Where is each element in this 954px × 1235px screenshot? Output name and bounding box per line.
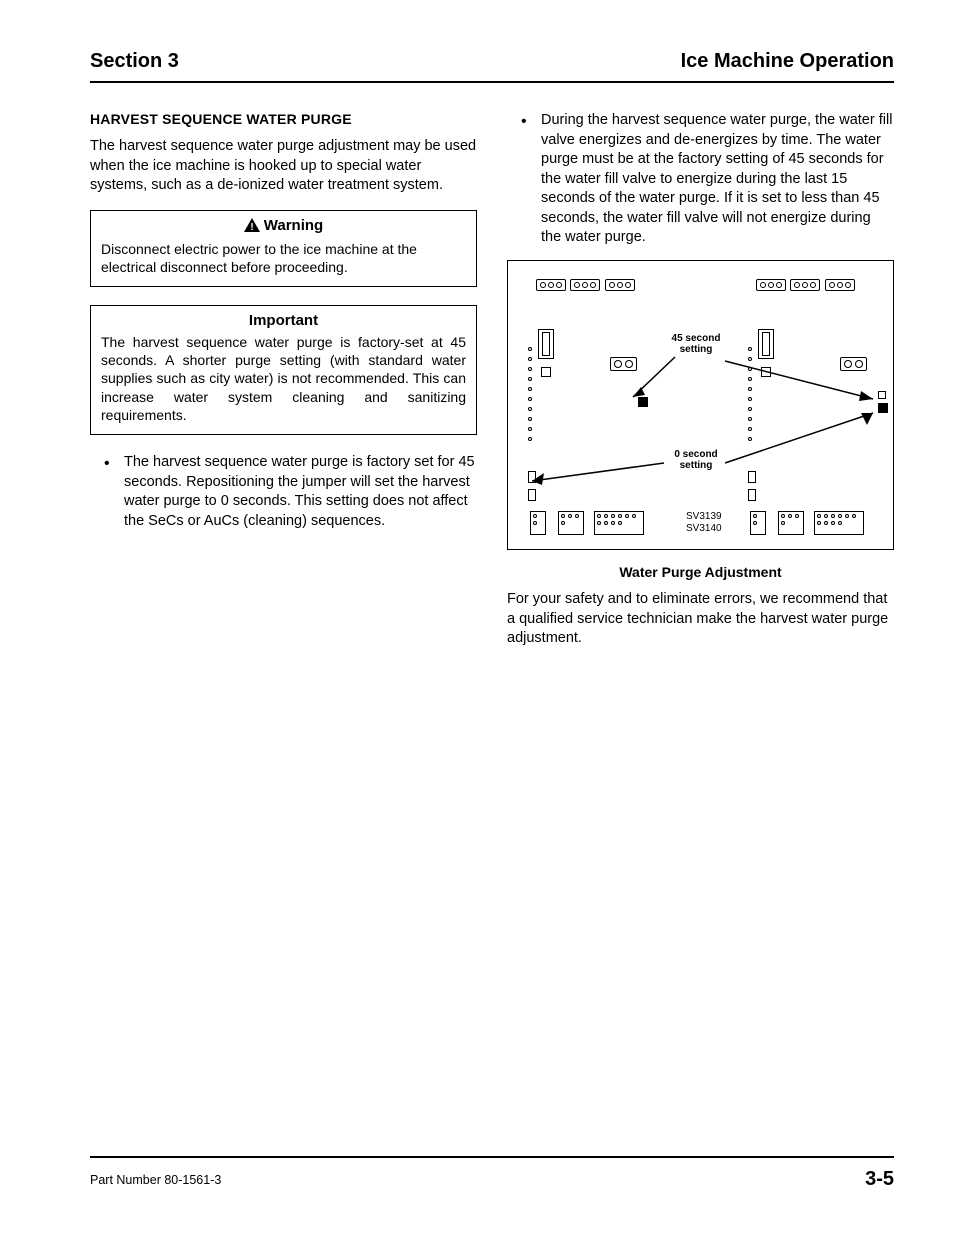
right-bullet-list: During the harvest sequence water purge,…	[507, 111, 894, 248]
connector-icon	[594, 511, 644, 535]
subheading: HARVEST SEQUENCE WATER PURGE	[90, 111, 477, 127]
connector-icon	[814, 511, 864, 535]
page-footer: Part Number 80-1561-3 3-5	[90, 1156, 894, 1191]
warning-callout: ! Warning Disconnect electric power to t…	[90, 210, 477, 287]
warning-icon: !	[244, 218, 260, 236]
closing-paragraph: For your safety and to eliminate errors,…	[507, 590, 894, 649]
board-right	[748, 275, 898, 535]
pin-column-icon	[528, 347, 532, 441]
page-number: 3-5	[865, 1168, 894, 1191]
jumper-block-icon	[756, 275, 855, 293]
warning-title-text: Warning	[264, 217, 323, 234]
board-left	[528, 275, 688, 535]
important-callout: Important The harvest sequence water pur…	[90, 305, 477, 435]
arrow-icon	[723, 411, 883, 471]
figure-label-0s: 0 second setting	[664, 449, 728, 471]
content-columns: HARVEST SEQUENCE WATER PURGE The harvest…	[90, 111, 894, 663]
page-title: Ice Machine Operation	[681, 50, 894, 73]
figure-label-45s: 45 second setting	[664, 333, 728, 355]
important-title: Important	[101, 312, 466, 329]
arrow-icon	[526, 461, 666, 491]
bullet-item: During the harvest sequence water purge,…	[527, 111, 894, 248]
warning-body: Disconnect electric power to the ice mac…	[101, 240, 466, 276]
section-label: Section 3	[90, 50, 179, 73]
connector-icon	[750, 511, 766, 535]
warning-title: ! Warning	[101, 217, 466, 236]
jumper-block-icon	[536, 275, 635, 293]
left-bullet-list: The harvest sequence water purge is fact…	[90, 453, 477, 531]
connector-icon	[558, 511, 584, 535]
bullet-item: The harvest sequence water purge is fact…	[110, 453, 477, 531]
arrow-icon	[723, 355, 883, 405]
page-header: Section 3 Ice Machine Operation	[90, 50, 894, 83]
pad-icon	[541, 367, 551, 377]
figure-ref-2: SV3140	[686, 523, 722, 534]
intro-paragraph: The harvest sequence water purge adjustm…	[90, 137, 477, 196]
page: Section 3 Ice Machine Operation HARVEST …	[0, 0, 954, 1235]
connector-icon	[778, 511, 804, 535]
left-column: HARVEST SEQUENCE WATER PURGE The harvest…	[90, 111, 477, 663]
connector-icon	[530, 511, 546, 535]
svg-text:!: !	[250, 222, 253, 232]
figure-water-purge: 45 second setting 0 second setting SV313…	[507, 260, 894, 550]
figure-ref-1: SV3139	[686, 511, 722, 522]
important-body: The harvest sequence water purge is fact…	[101, 333, 466, 424]
jumper-slot-icon	[748, 471, 756, 483]
chip-icon	[538, 329, 554, 359]
jumper-slot-icon	[748, 489, 756, 501]
arrow-icon	[623, 355, 683, 405]
part-number: Part Number 80-1561-3	[90, 1173, 221, 1187]
figure-caption: Water Purge Adjustment	[507, 564, 894, 580]
right-column: During the harvest sequence water purge,…	[507, 111, 894, 663]
